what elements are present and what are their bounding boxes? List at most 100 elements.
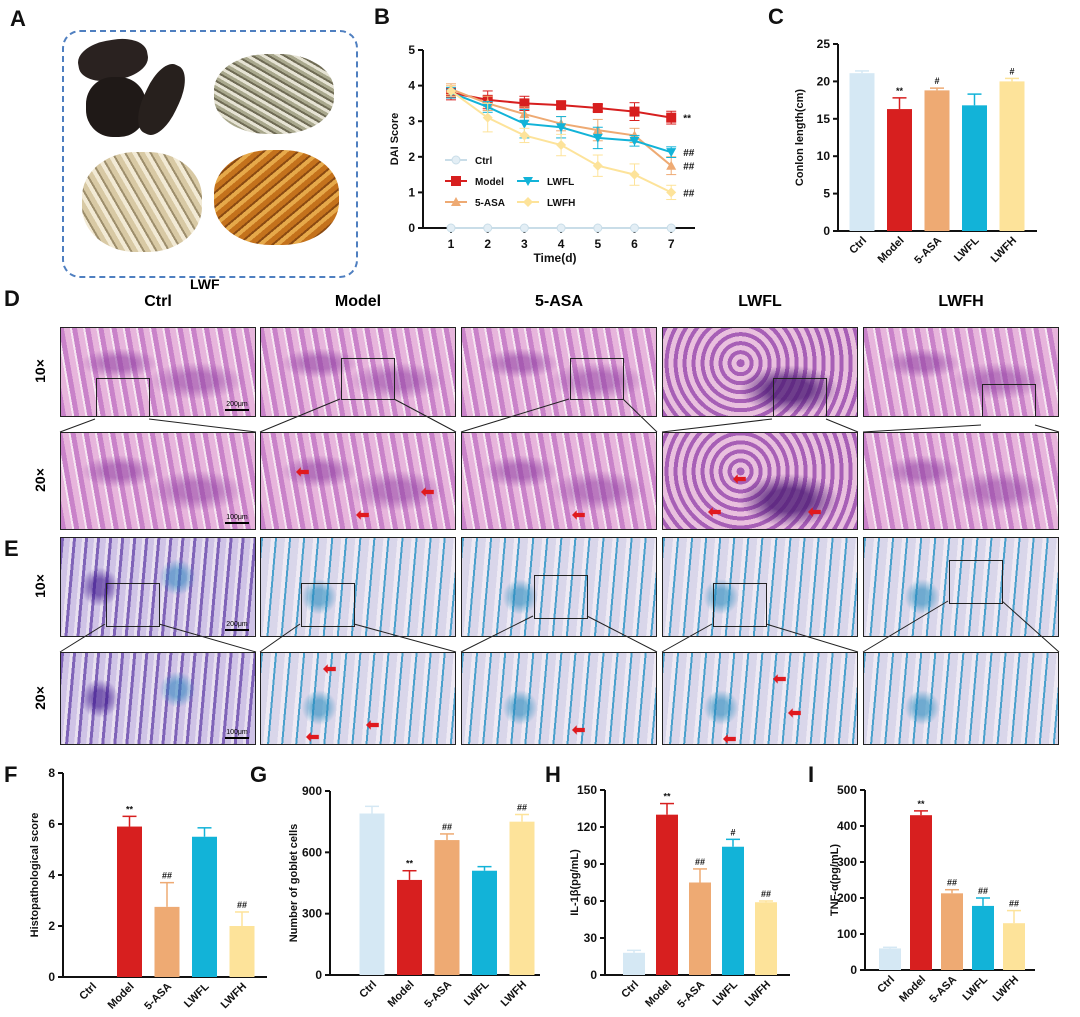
- bar-lwfl: [722, 846, 744, 975]
- red-arrow-icon: ⬅: [421, 484, 435, 501]
- x-tick-label: LWFH: [991, 974, 1022, 1005]
- zoom-connector-line: [148, 418, 257, 433]
- panel-label-a: A: [10, 6, 26, 31]
- zoom-connector-line: [259, 623, 301, 653]
- bar-model: [887, 109, 912, 231]
- data-point-ctrl: [593, 223, 603, 233]
- y-axis-label: DAI Score: [389, 113, 401, 166]
- x-tick-label: LWFH: [989, 235, 1020, 266]
- zoom-connector-line: [59, 623, 106, 653]
- zoom-region-box: [773, 378, 827, 416]
- he-stain-image-ctrl-10x: 200μm: [60, 327, 256, 417]
- significance-marker: ##: [695, 857, 705, 867]
- significance-marker: ##: [442, 822, 452, 832]
- zoom-region-box: [534, 575, 588, 619]
- y-tick-label: 600: [302, 845, 322, 859]
- data-point-model: [592, 103, 603, 114]
- x-tick-label: 5: [594, 237, 601, 251]
- red-arrow-icon: ⬅: [708, 504, 722, 521]
- zoom-connector-line: [59, 418, 96, 433]
- bar-ctrl: [623, 952, 645, 975]
- he-stain-image-lwfl-20x: ⬅ ⬅ ⬅: [662, 432, 858, 530]
- red-arrow-icon: ⬅: [296, 464, 310, 481]
- abpas-stain-image-5-asa-10x: [461, 537, 657, 637]
- he-stain-image-5-asa-10x: [461, 327, 657, 417]
- zoom-connector-line: [158, 623, 257, 653]
- panel-label-d: D: [4, 286, 20, 311]
- legend-marker-lwfh: [523, 197, 533, 207]
- zoom-connector-line: [862, 424, 982, 433]
- data-point-ctrl: [666, 223, 676, 233]
- he-stain-image-lwfh-10x: [863, 327, 1059, 417]
- he-stain-image-ctrl-20x: 100μm: [60, 432, 256, 530]
- he-stain-image-lwfl-10x: [662, 327, 858, 417]
- x-tick-label: 5-ASA: [912, 235, 944, 267]
- significance-marker: ##: [517, 803, 527, 813]
- x-tick-label: 5-ASA: [422, 979, 454, 1011]
- red-arrow-icon: ⬅: [323, 661, 337, 678]
- y-tick-label: 3: [408, 114, 415, 128]
- scale-bar: 200μm: [225, 401, 249, 411]
- significance-marker: **: [917, 799, 925, 809]
- red-arrow-icon: ⬅: [366, 717, 380, 734]
- herb-caption: LWF: [190, 276, 220, 292]
- x-tick-label: LWFH: [499, 979, 530, 1010]
- column-header-5-asa: 5-ASA: [534, 293, 583, 310]
- y-tick-label: 8: [48, 766, 55, 780]
- y-tick-label: 120: [577, 820, 597, 834]
- x-tick-label: 5-ASA: [142, 981, 174, 1013]
- abpas-stain-image-lwfh-20x: [863, 652, 1059, 745]
- x-tick-label: Model: [106, 981, 137, 1012]
- zoom-connector-line: [1034, 424, 1060, 433]
- significance-marker: **: [683, 114, 691, 125]
- data-point-lwfh: [629, 169, 640, 180]
- data-point-ctrl: [556, 223, 566, 233]
- x-tick-label: 1: [448, 237, 455, 251]
- abpas-stain-image-lwfl-20x: ⬅ ⬅ ⬅: [662, 652, 858, 745]
- he-stain-image-model-10x: [260, 327, 456, 417]
- herb-image-orange-roots: [214, 150, 339, 245]
- significance-marker: ##: [683, 188, 695, 199]
- significance-marker: ##: [1009, 899, 1019, 909]
- bar-model: [656, 814, 678, 975]
- data-point-ctrl: [483, 223, 493, 233]
- abpas-stain-image-ctrl-20x: 100μm: [60, 652, 256, 745]
- x-tick-label: Ctrl: [847, 235, 869, 257]
- y-tick-label: 300: [837, 855, 857, 869]
- x-tick-label: LWFH: [743, 979, 774, 1010]
- abpas-stain-image-5-asa-20x: ⬅: [461, 652, 657, 745]
- significance-marker: **: [126, 804, 134, 814]
- legend-marker-5-asa: [451, 197, 461, 206]
- x-tick-label: 3: [521, 237, 528, 251]
- abpas-stain-image-model-10x: [260, 537, 456, 637]
- legend-marker-ctrl: [451, 155, 461, 165]
- x-tick-label: LWFL: [952, 234, 982, 264]
- bar-lwfl: [472, 870, 497, 975]
- y-tick-label: 150: [577, 783, 597, 797]
- x-axis-label: Time(d): [533, 251, 576, 265]
- abpas-stain-image-lwfl-10x: [662, 537, 858, 637]
- x-tick-label: Model: [876, 235, 907, 266]
- herb-image-dark-roots: [86, 77, 146, 137]
- y-tick-label: 20: [817, 74, 831, 88]
- red-arrow-icon: ⬅: [572, 722, 586, 739]
- x-tick-label: 5-ASA: [927, 974, 959, 1006]
- x-tick-label: LWFL: [182, 980, 212, 1010]
- x-tick-label: Ctrl: [357, 979, 379, 1001]
- bar-lwfh: [755, 902, 777, 975]
- panel-label-h: H: [545, 762, 561, 787]
- bar-lwfh: [509, 821, 535, 975]
- data-point-model: [556, 100, 567, 111]
- bar-lwfl: [972, 905, 994, 970]
- significance-marker: ##: [761, 889, 771, 899]
- data-point-model: [519, 98, 530, 109]
- legend-label: Ctrl: [475, 156, 492, 167]
- zoom-connector-line: [661, 623, 713, 653]
- bar-lwfl: [962, 105, 987, 231]
- y-tick-label: 2: [408, 150, 415, 164]
- red-arrow-icon: ⬅: [356, 507, 370, 524]
- zoom-connector-line: [586, 615, 658, 653]
- y-tick-label: 0: [823, 224, 830, 238]
- y-tick-label: 900: [302, 784, 322, 798]
- y-tick-label: 0: [408, 221, 415, 235]
